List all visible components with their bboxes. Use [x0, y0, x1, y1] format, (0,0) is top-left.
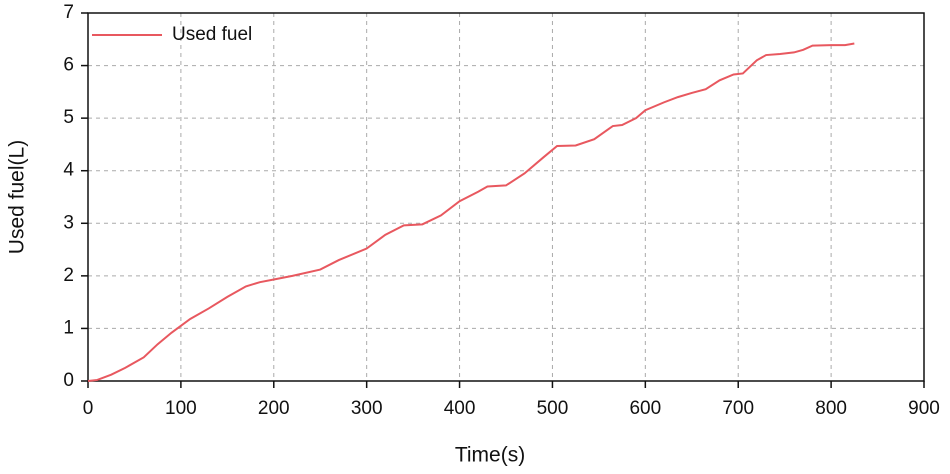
y-axis-label: Used fuel(L) [6, 140, 29, 254]
y-tick-label: 4 [63, 160, 74, 181]
x-tick-label: 800 [815, 398, 847, 419]
y-tick-label: 6 [63, 55, 74, 76]
x-axis-label: Time(s) [455, 444, 525, 467]
y-tick-label: 1 [63, 317, 74, 338]
x-tick-label: 500 [537, 398, 569, 419]
y-tick-label: 2 [63, 265, 74, 286]
x-tick-label: 700 [722, 398, 754, 419]
legend-label: Used fuel [172, 24, 252, 45]
x-tick-label: 200 [258, 398, 290, 419]
x-tick-label: 600 [629, 398, 661, 419]
y-tick-label: 7 [63, 2, 74, 23]
x-tick-label: 400 [444, 398, 476, 419]
x-tick-label: 100 [165, 398, 197, 419]
data-line [87, 42, 855, 382]
x-tick-label: 0 [83, 398, 94, 419]
y-tick-label: 5 [63, 107, 74, 128]
x-tick-label: 300 [351, 398, 383, 419]
y-tick-label: 0 [63, 370, 74, 391]
x-tick-label: 900 [908, 398, 940, 419]
y-tick-label: 3 [63, 212, 74, 233]
plot-frame [87, 12, 925, 382]
